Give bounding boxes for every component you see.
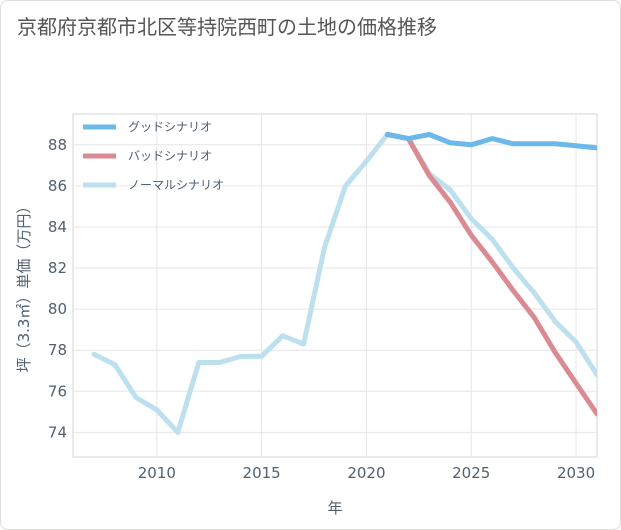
x-tick-label: 2030 [557, 464, 595, 482]
y-tick-label: 80 [48, 300, 67, 318]
grid-lines [73, 114, 597, 457]
chart-title: 京都府京都市北区等持院西町の土地の価格推移 [17, 15, 437, 39]
series-line-1 [384, 132, 597, 151]
legend-label-1: グッドシナリオ [128, 120, 212, 134]
x-tick-label: 2020 [347, 464, 385, 482]
y-tick-label: 74 [48, 423, 67, 441]
legend-label-3: ノーマルシナリオ [128, 178, 224, 192]
y-tick-label: 76 [48, 382, 67, 400]
y-tick-label: 82 [48, 259, 67, 277]
series-line-2 [384, 132, 597, 417]
legend-label-2: バッドシナリオ [128, 149, 212, 163]
x-axis-title: 年 [327, 499, 342, 517]
y-axis-ticks: 74 76 78 80 82 84 86 88 [48, 136, 67, 442]
x-tick-label: 2015 [243, 464, 281, 482]
x-tick-label: 2025 [452, 464, 490, 482]
y-axis-title: 坪（3.3㎡）単価（万円） [15, 199, 33, 373]
series-line-3 [91, 132, 597, 435]
series-lines [91, 132, 597, 435]
y-tick-label: 84 [48, 218, 67, 236]
y-tick-label: 86 [48, 177, 67, 195]
y-tick-label: 78 [48, 341, 67, 359]
x-tick-label: 2010 [138, 464, 176, 482]
plot-frame [72, 113, 598, 458]
y-tick-label: 88 [48, 136, 67, 154]
x-axis-ticks: 2010 2015 2020 2025 2030 [138, 464, 595, 482]
